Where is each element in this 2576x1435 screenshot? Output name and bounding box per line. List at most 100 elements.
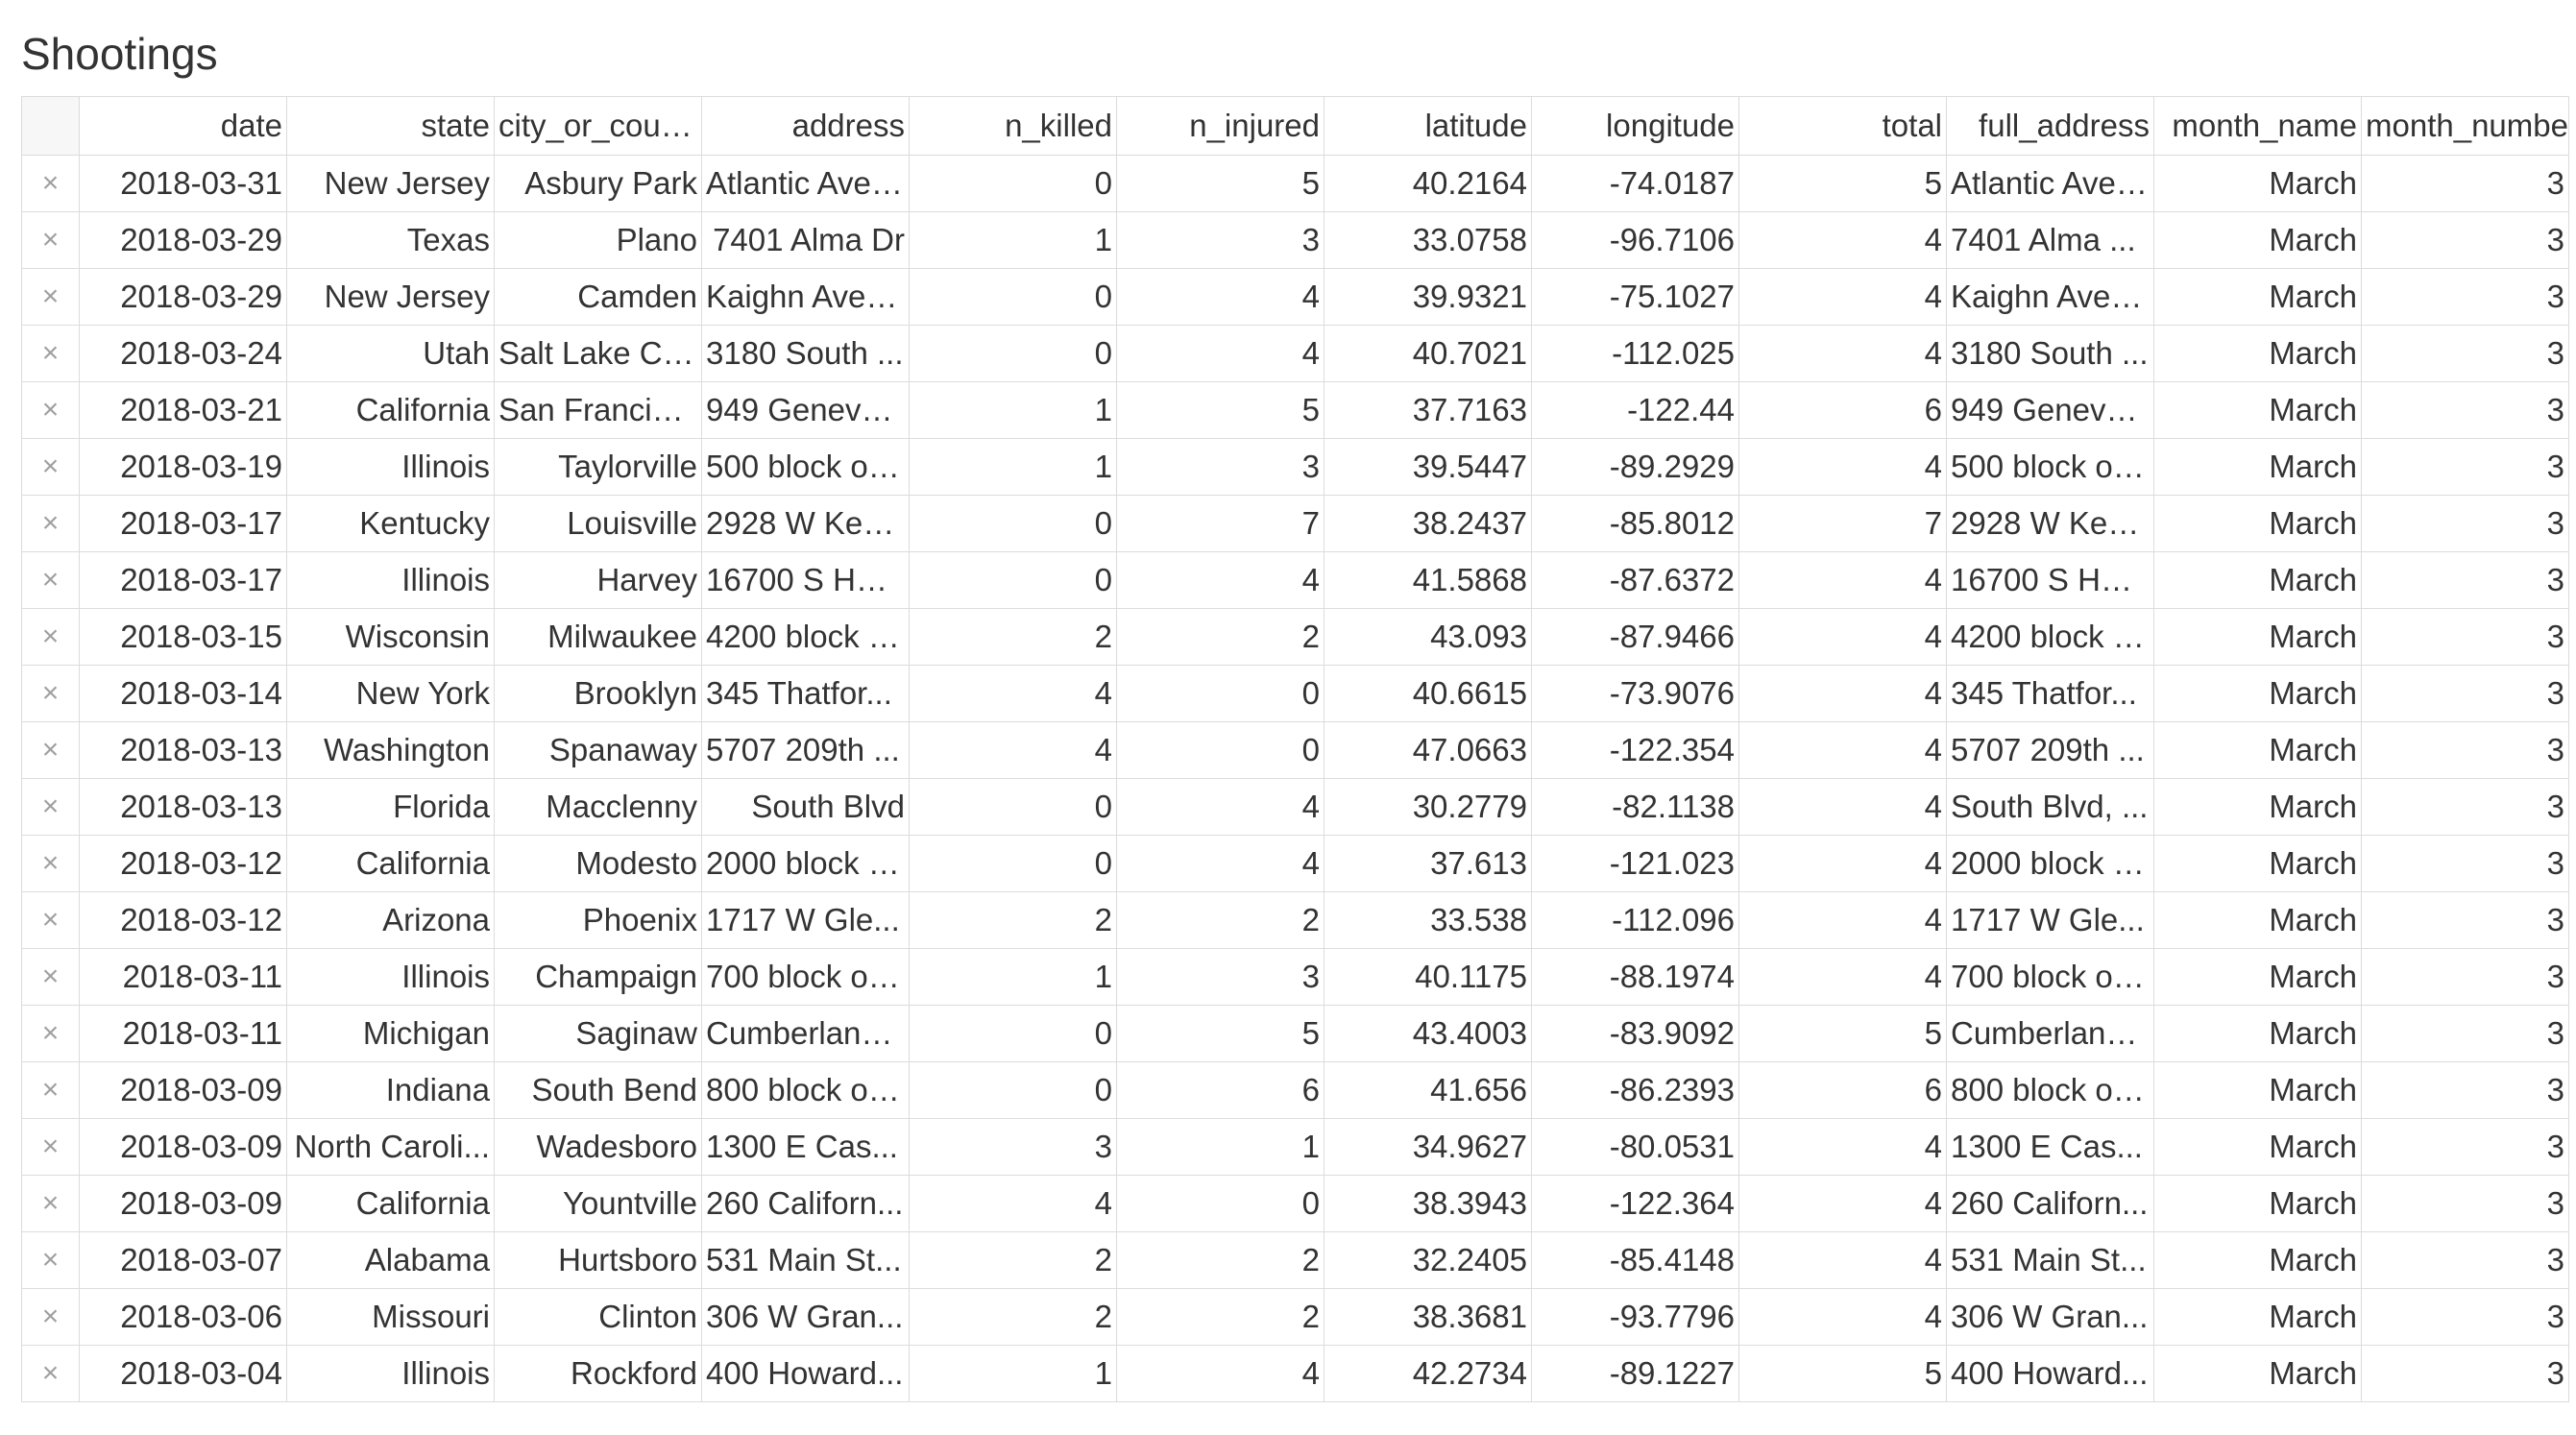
cell-latitude[interactable]: 32.2405 xyxy=(1324,1231,1532,1289)
cell-longitude[interactable]: -75.1027 xyxy=(1531,268,1739,326)
cell-address[interactable]: 3180 South ... xyxy=(701,325,910,382)
cell-city-or-county[interactable]: Wadesboro xyxy=(494,1118,702,1176)
cell-n-injured[interactable]: 4 xyxy=(1116,551,1324,609)
cell-state[interactable]: Utah xyxy=(286,325,495,382)
cell-address[interactable]: 345 Thatfor... xyxy=(701,665,910,722)
delete-row-icon[interactable]: × xyxy=(21,608,80,666)
cell-n-killed[interactable]: 0 xyxy=(909,495,1117,552)
cell-city-or-county[interactable]: Salt Lake Cit... xyxy=(494,325,702,382)
cell-date[interactable]: 2018-03-17 xyxy=(79,551,287,609)
cell-date[interactable]: 2018-03-06 xyxy=(79,1288,287,1346)
cell-month-number[interactable]: 3 xyxy=(2361,778,2569,836)
cell-month-name[interactable]: March xyxy=(2153,325,2362,382)
cell-city-or-county[interactable]: Yountville xyxy=(494,1175,702,1232)
cell-full-address[interactable]: 1300 E Cas... xyxy=(1946,1118,2154,1176)
cell-latitude[interactable]: 47.0663 xyxy=(1324,721,1532,779)
delete-row-icon[interactable]: × xyxy=(21,268,80,326)
cell-city-or-county[interactable]: Brooklyn xyxy=(494,665,702,722)
cell-n-killed[interactable]: 0 xyxy=(909,268,1117,326)
cell-date[interactable]: 2018-03-13 xyxy=(79,778,287,836)
cell-state[interactable]: New York xyxy=(286,665,495,722)
cell-date[interactable]: 2018-03-09 xyxy=(79,1175,287,1232)
cell-longitude[interactable]: -93.7796 xyxy=(1531,1288,1739,1346)
cell-month-number[interactable]: 3 xyxy=(2361,665,2569,722)
cell-latitude[interactable]: 38.3943 xyxy=(1324,1175,1532,1232)
cell-total[interactable]: 4 xyxy=(1738,665,1947,722)
cell-n-injured[interactable]: 2 xyxy=(1116,891,1324,949)
cell-date[interactable]: 2018-03-12 xyxy=(79,891,287,949)
cell-latitude[interactable]: 41.5868 xyxy=(1324,551,1532,609)
cell-city-or-county[interactable]: Harvey xyxy=(494,551,702,609)
cell-date[interactable]: 2018-03-19 xyxy=(79,438,287,496)
cell-date[interactable]: 2018-03-04 xyxy=(79,1345,287,1402)
cell-state[interactable]: California xyxy=(286,1175,495,1232)
cell-n-killed[interactable]: 2 xyxy=(909,1288,1117,1346)
cell-latitude[interactable]: 34.9627 xyxy=(1324,1118,1532,1176)
cell-total[interactable]: 4 xyxy=(1738,325,1947,382)
column-header-city-or-county[interactable]: city_or_county xyxy=(494,96,702,156)
cell-total[interactable]: 4 xyxy=(1738,835,1947,892)
delete-row-icon[interactable]: × xyxy=(21,665,80,722)
cell-n-injured[interactable]: 4 xyxy=(1116,778,1324,836)
cell-n-killed[interactable]: 0 xyxy=(909,551,1117,609)
cell-date[interactable]: 2018-03-31 xyxy=(79,155,287,212)
cell-city-or-county[interactable]: Milwaukee xyxy=(494,608,702,666)
cell-city-or-county[interactable]: Clinton xyxy=(494,1288,702,1346)
cell-month-number[interactable]: 3 xyxy=(2361,1345,2569,1402)
column-header-month-name[interactable]: month_name xyxy=(2153,96,2362,156)
cell-city-or-county[interactable]: San Francisco xyxy=(494,381,702,439)
cell-n-killed[interactable]: 1 xyxy=(909,948,1117,1006)
cell-address[interactable]: 700 block of ... xyxy=(701,948,910,1006)
cell-date[interactable]: 2018-03-09 xyxy=(79,1118,287,1176)
column-header-n-killed[interactable]: n_killed xyxy=(909,96,1117,156)
cell-total[interactable]: 4 xyxy=(1738,551,1947,609)
cell-latitude[interactable]: 43.093 xyxy=(1324,608,1532,666)
cell-n-injured[interactable]: 4 xyxy=(1116,268,1324,326)
cell-n-injured[interactable]: 3 xyxy=(1116,211,1324,269)
cell-total[interactable]: 7 xyxy=(1738,495,1947,552)
cell-city-or-county[interactable]: Louisville xyxy=(494,495,702,552)
cell-city-or-county[interactable]: Macclenny xyxy=(494,778,702,836)
cell-full-address[interactable]: 5707 209th ... xyxy=(1946,721,2154,779)
cell-full-address[interactable]: 800 block of ... xyxy=(1946,1061,2154,1119)
column-header-month-number[interactable]: month_number xyxy=(2361,96,2569,156)
cell-longitude[interactable]: -122.44 xyxy=(1531,381,1739,439)
column-header-latitude[interactable]: latitude xyxy=(1324,96,1532,156)
cell-full-address[interactable]: 260 Californ... xyxy=(1946,1175,2154,1232)
cell-address[interactable]: 260 Californ... xyxy=(701,1175,910,1232)
delete-row-icon[interactable]: × xyxy=(21,778,80,836)
cell-month-name[interactable]: March xyxy=(2153,268,2362,326)
cell-longitude[interactable]: -87.6372 xyxy=(1531,551,1739,609)
cell-n-killed[interactable]: 0 xyxy=(909,1061,1117,1119)
cell-longitude[interactable]: -89.1227 xyxy=(1531,1345,1739,1402)
cell-n-killed[interactable]: 0 xyxy=(909,835,1117,892)
cell-address[interactable]: 500 block of ... xyxy=(701,438,910,496)
cell-latitude[interactable]: 40.6615 xyxy=(1324,665,1532,722)
cell-address[interactable]: 949 Geneva ... xyxy=(701,381,910,439)
cell-n-killed[interactable]: 0 xyxy=(909,325,1117,382)
cell-city-or-county[interactable]: Taylorville xyxy=(494,438,702,496)
cell-total[interactable]: 4 xyxy=(1738,268,1947,326)
cell-n-killed[interactable]: 1 xyxy=(909,1345,1117,1402)
cell-full-address[interactable]: 400 Howard... xyxy=(1946,1345,2154,1402)
delete-row-icon[interactable]: × xyxy=(21,1175,80,1232)
cell-month-name[interactable]: March xyxy=(2153,1175,2362,1232)
cell-date[interactable]: 2018-03-29 xyxy=(79,211,287,269)
cell-month-name[interactable]: March xyxy=(2153,778,2362,836)
cell-month-number[interactable]: 3 xyxy=(2361,211,2569,269)
cell-total[interactable]: 6 xyxy=(1738,1061,1947,1119)
cell-latitude[interactable]: 30.2779 xyxy=(1324,778,1532,836)
cell-date[interactable]: 2018-03-12 xyxy=(79,835,287,892)
cell-longitude[interactable]: -122.354 xyxy=(1531,721,1739,779)
cell-address[interactable]: 306 W Gran... xyxy=(701,1288,910,1346)
cell-n-injured[interactable]: 2 xyxy=(1116,1288,1324,1346)
cell-n-killed[interactable]: 1 xyxy=(909,381,1117,439)
cell-address[interactable]: Atlantic Ave ... xyxy=(701,155,910,212)
cell-total[interactable]: 5 xyxy=(1738,1345,1947,1402)
cell-address[interactable]: 1717 W Gle... xyxy=(701,891,910,949)
cell-latitude[interactable]: 39.9321 xyxy=(1324,268,1532,326)
cell-city-or-county[interactable]: Camden xyxy=(494,268,702,326)
cell-full-address[interactable]: 531 Main St... xyxy=(1946,1231,2154,1289)
cell-month-name[interactable]: March xyxy=(2153,438,2362,496)
cell-month-name[interactable]: March xyxy=(2153,1288,2362,1346)
